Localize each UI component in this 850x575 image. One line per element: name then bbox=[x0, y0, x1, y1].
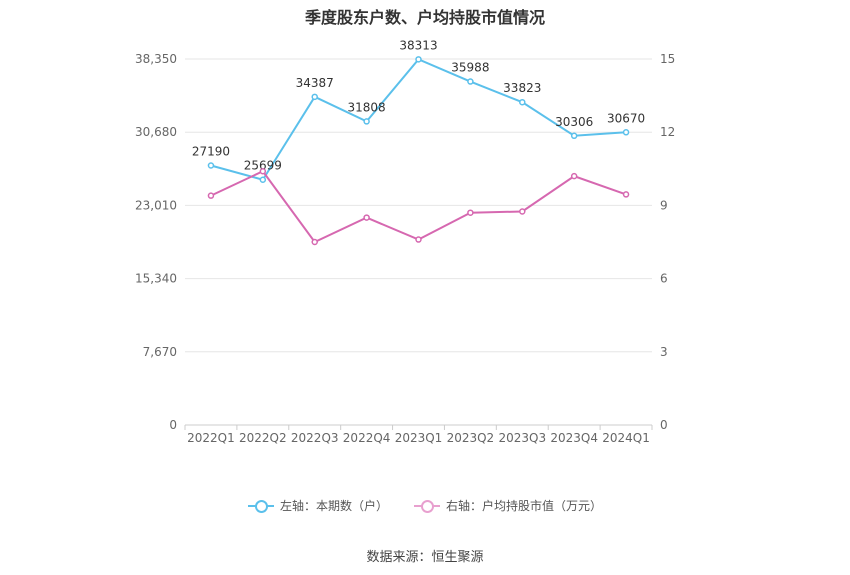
data-label: 30670 bbox=[607, 111, 645, 125]
data-point bbox=[415, 236, 422, 243]
data-point bbox=[207, 192, 215, 199]
legend-marker-icon bbox=[247, 499, 274, 513]
series-layer: 27190 25699 34387 31808 38313 35988 33823 30306… bbox=[192, 38, 645, 246]
x-tick-label: 2022Q3 bbox=[291, 431, 339, 445]
data-point bbox=[519, 98, 526, 106]
left-tick-label: 38,350 bbox=[135, 52, 177, 66]
data-label: 31808 bbox=[348, 100, 386, 114]
legend-item-left[interactable]: 左轴：本期数（户） bbox=[247, 497, 388, 514]
data-point bbox=[622, 191, 630, 198]
x-tick-label: 2022Q4 bbox=[343, 431, 391, 445]
right-tick-label: 6 bbox=[660, 272, 668, 286]
x-axis-ticks: 2022Q1 2022Q2 2022Q3 2022Q4 2023Q1 2023Q2 2023… bbox=[184, 425, 653, 445]
right-axis-ticks: 0 3 6 9 12 15 bbox=[660, 52, 675, 432]
legend-label-right: 右轴：户均持股市值（万元） bbox=[446, 499, 603, 513]
x-tick-label: 2023Q1 bbox=[395, 431, 443, 445]
legend-item-right[interactable]: 右轴：户均持股市值（万元） bbox=[414, 497, 602, 514]
data-point bbox=[570, 132, 578, 140]
data-point bbox=[467, 78, 474, 85]
x-tick-label: 2023Q3 bbox=[498, 431, 546, 445]
right-tick-label: 15 bbox=[660, 52, 675, 66]
data-point bbox=[467, 209, 474, 216]
legend: 左轴：本期数（户） 右轴：户均持股市值（万元） bbox=[0, 497, 850, 514]
data-point bbox=[519, 208, 526, 215]
data-point bbox=[259, 176, 267, 183]
series-line-1 bbox=[210, 169, 627, 244]
left-tick-label: 7,670 bbox=[143, 345, 177, 359]
data-label: 33823 bbox=[503, 81, 541, 95]
data-label: 27190 bbox=[192, 145, 230, 159]
data-point bbox=[570, 172, 578, 180]
right-tick-label: 9 bbox=[660, 198, 668, 212]
data-point bbox=[311, 93, 318, 101]
data-point bbox=[311, 238, 318, 246]
data-point bbox=[363, 214, 370, 221]
right-tick-label: 3 bbox=[660, 345, 668, 359]
x-tick-label: 2023Q2 bbox=[447, 431, 495, 445]
data-point bbox=[415, 56, 422, 63]
x-tick-label: 2023Q4 bbox=[550, 431, 598, 445]
data-point bbox=[259, 167, 267, 175]
left-tick-label: 0 bbox=[169, 418, 177, 432]
chart-title: 季度股东户数、户均持股市值情况 bbox=[304, 8, 545, 27]
x-tick-label: 2022Q1 bbox=[187, 431, 235, 445]
left-tick-label: 15,340 bbox=[135, 272, 177, 286]
data-point bbox=[363, 118, 370, 125]
right-tick-label: 0 bbox=[660, 418, 668, 432]
source-text: 数据来源：恒生聚源 bbox=[366, 550, 484, 565]
data-label: 25699 bbox=[244, 159, 282, 173]
x-tick-label: 2024Q1 bbox=[602, 431, 650, 445]
grid-lines bbox=[185, 58, 652, 426]
data-label: 35988 bbox=[451, 61, 489, 75]
left-tick-label: 30,680 bbox=[135, 125, 177, 139]
left-axis-ticks: 0 7,670 15,340 23,010 30,680 38,350 bbox=[135, 52, 177, 432]
data-label: 38313 bbox=[399, 38, 437, 52]
right-tick-label: 12 bbox=[660, 125, 675, 139]
x-tick-label: 2022Q2 bbox=[239, 431, 287, 445]
data-point bbox=[622, 129, 630, 136]
legend-label-left: 左轴：本期数（户） bbox=[279, 499, 388, 513]
left-tick-label: 23,010 bbox=[135, 198, 177, 212]
data-label: 34387 bbox=[296, 76, 334, 90]
data-point bbox=[207, 162, 215, 169]
legend-marker-icon bbox=[414, 499, 440, 513]
data-label: 30306 bbox=[555, 115, 593, 129]
